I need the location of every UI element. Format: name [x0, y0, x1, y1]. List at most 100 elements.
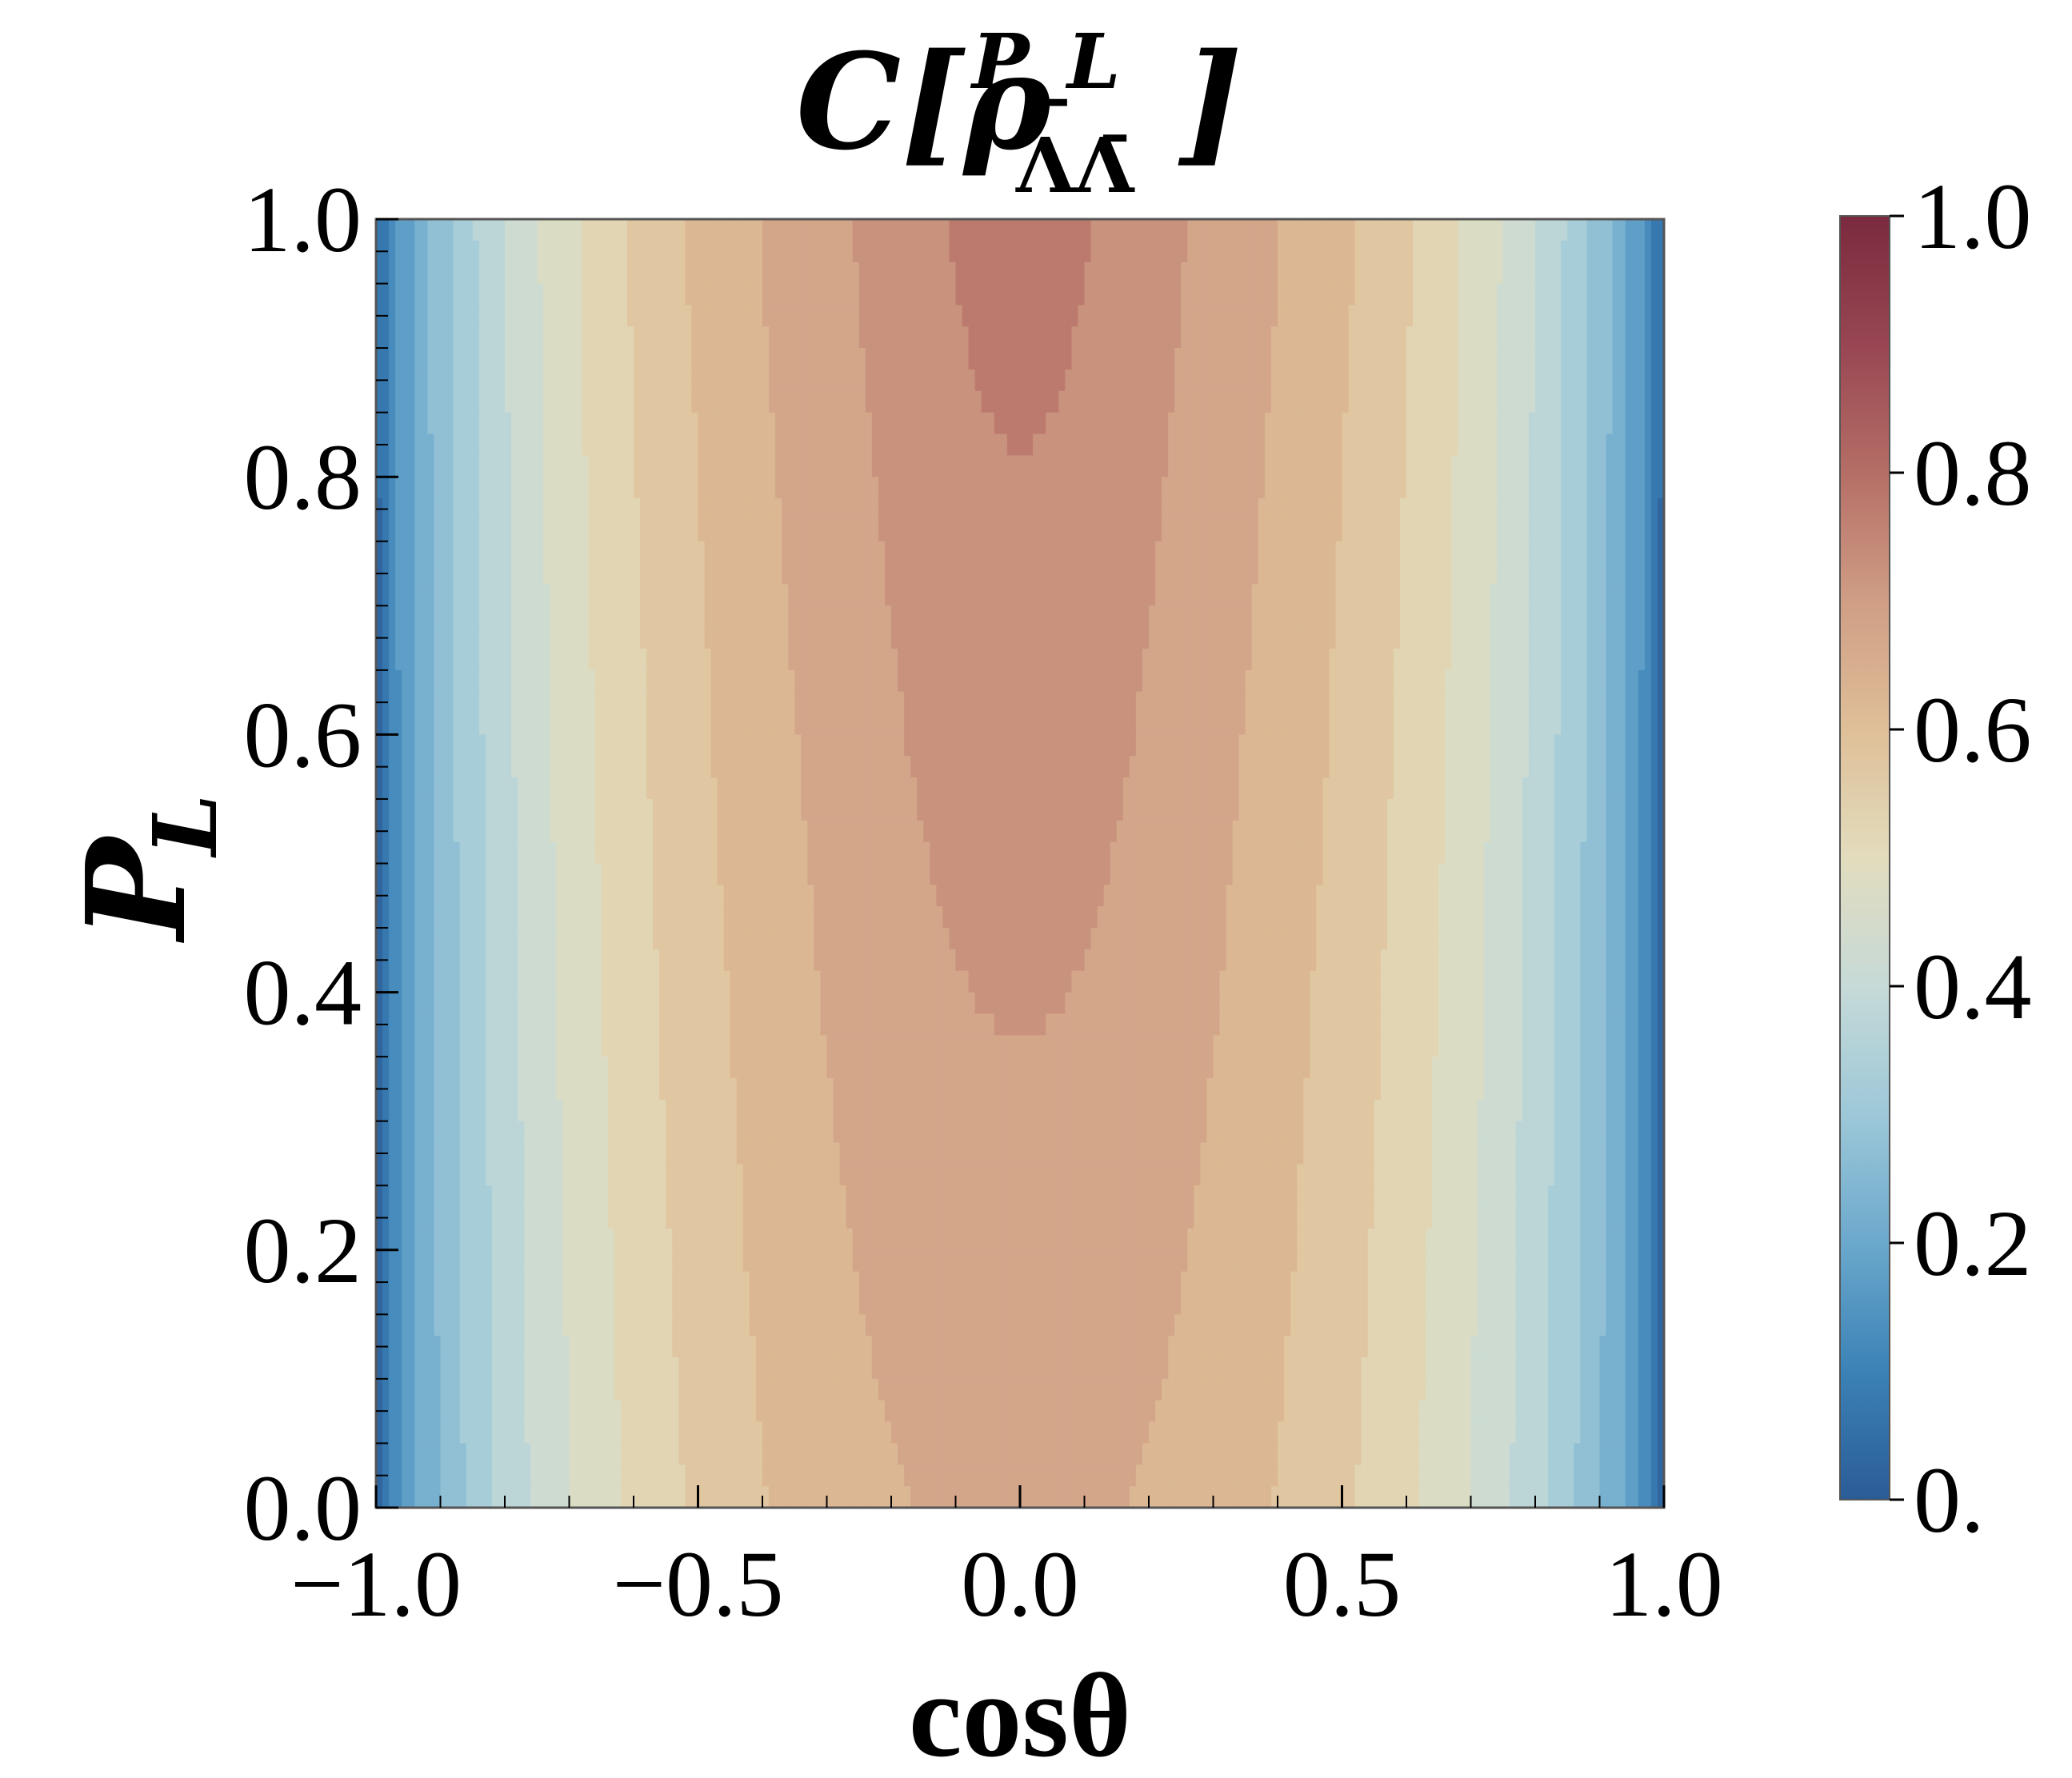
heatmap-cell — [601, 605, 609, 628]
heatmap-cell — [408, 305, 416, 328]
heatmap-cell — [981, 219, 989, 242]
heatmap-cell — [898, 541, 905, 564]
heatmap-cell — [1213, 305, 1221, 328]
heatmap-cell — [478, 541, 486, 564]
heatmap-cell — [440, 713, 448, 736]
heatmap-cell — [594, 305, 602, 328]
heatmap-cell — [1509, 477, 1517, 499]
heatmap-cell — [582, 669, 590, 693]
heatmap-cell — [1354, 455, 1362, 477]
heatmap-cell — [1264, 519, 1272, 542]
heatmap-cell — [1122, 691, 1130, 714]
heatmap-cell — [1316, 734, 1324, 757]
heatmap-cell — [994, 412, 1002, 435]
heatmap-cell — [498, 326, 506, 349]
heatmap-cell — [1258, 584, 1266, 607]
heatmap-cell — [1522, 562, 1530, 585]
heatmap-cell — [543, 691, 551, 714]
heatmap-cell — [1542, 605, 1549, 628]
heatmap-cell — [1310, 240, 1318, 263]
heatmap-cell — [620, 562, 628, 585]
heatmap-cell — [1174, 262, 1182, 285]
heatmap-cell — [949, 219, 957, 242]
heatmap-cell — [846, 519, 854, 542]
heatmap-cell — [614, 477, 622, 499]
heatmap-cell — [1245, 305, 1253, 328]
heatmap-cell — [1316, 262, 1324, 285]
heatmap-cell — [382, 734, 390, 757]
heatmap-cell — [1278, 240, 1285, 263]
heatmap-cell — [1657, 627, 1664, 649]
heatmap-cell — [962, 627, 970, 649]
heatmap-cell — [1354, 219, 1362, 242]
heatmap-cell — [782, 519, 789, 542]
heatmap-cell — [1084, 326, 1092, 349]
heatmap-cell — [762, 240, 770, 263]
heatmap-cell — [691, 305, 699, 328]
heatmap-cell — [1612, 412, 1620, 435]
heatmap-cell — [1354, 562, 1362, 585]
heatmap-cell — [788, 477, 796, 499]
heatmap-cell — [814, 691, 822, 714]
heatmap-cell — [1090, 605, 1098, 628]
heatmap-cell — [1135, 455, 1143, 477]
heatmap-cell — [1329, 326, 1337, 349]
heatmap-cell — [833, 562, 841, 585]
heatmap-cell — [666, 691, 674, 714]
heatmap-cell — [485, 519, 493, 542]
heatmap-cell — [1606, 584, 1614, 607]
heatmap-cell — [582, 734, 590, 757]
heatmap-cell — [556, 649, 564, 671]
heatmap-cell — [1625, 434, 1633, 457]
heatmap-cell — [1644, 562, 1652, 585]
heatmap-cell — [1200, 434, 1208, 457]
heatmap-cell — [1502, 262, 1510, 285]
heatmap-cell — [698, 455, 706, 477]
heatmap-cell — [1535, 369, 1542, 392]
heatmap-cell — [1606, 691, 1614, 714]
heatmap-cell — [1251, 455, 1259, 477]
heatmap-cell — [1245, 240, 1253, 263]
heatmap-cell — [1142, 713, 1150, 736]
heatmap-cell — [1058, 477, 1066, 499]
heatmap-cell — [1554, 541, 1562, 564]
heatmap-cell — [1245, 519, 1253, 542]
heatmap-cell — [1490, 240, 1498, 263]
heatmap-cell — [1084, 713, 1092, 736]
heatmap-cell — [1303, 412, 1311, 435]
heatmap-cell — [1561, 627, 1569, 649]
heatmap-cell — [1638, 584, 1646, 607]
heatmap-cell — [1297, 369, 1304, 392]
heatmap-cell — [472, 605, 480, 628]
heatmap-cell — [1342, 627, 1350, 649]
heatmap-cell — [1406, 519, 1414, 542]
heatmap-cell — [1426, 455, 1433, 477]
heatmap-cell — [459, 348, 467, 370]
heatmap-cell — [974, 305, 982, 328]
heatmap-cell — [884, 455, 892, 477]
heatmap-cell — [472, 713, 480, 736]
heatmap-cell — [1135, 519, 1143, 542]
heatmap-cell — [1084, 541, 1092, 564]
heatmap-cell — [749, 669, 757, 693]
heatmap-cell — [1116, 669, 1124, 693]
heatmap-cell — [698, 369, 706, 392]
heatmap-cell — [524, 240, 531, 263]
heatmap-cell — [782, 605, 789, 628]
heatmap-cell — [550, 669, 558, 693]
heatmap-cell — [1477, 498, 1485, 521]
heatmap-cell — [459, 649, 467, 671]
heatmap-cell — [942, 305, 950, 328]
heatmap-cell — [524, 455, 531, 477]
heatmap-cell — [833, 627, 841, 649]
heatmap-cell — [1490, 519, 1498, 542]
heatmap-cell — [865, 283, 873, 306]
heatmap-cell — [1226, 584, 1234, 607]
heatmap-cell — [755, 498, 763, 521]
heatmap-cell — [498, 734, 506, 757]
heatmap-cell — [930, 498, 938, 521]
heatmap-cell — [1316, 305, 1324, 328]
heatmap-cell — [1650, 627, 1658, 649]
heatmap-cell — [1329, 369, 1337, 392]
heatmap-cell — [453, 390, 461, 414]
